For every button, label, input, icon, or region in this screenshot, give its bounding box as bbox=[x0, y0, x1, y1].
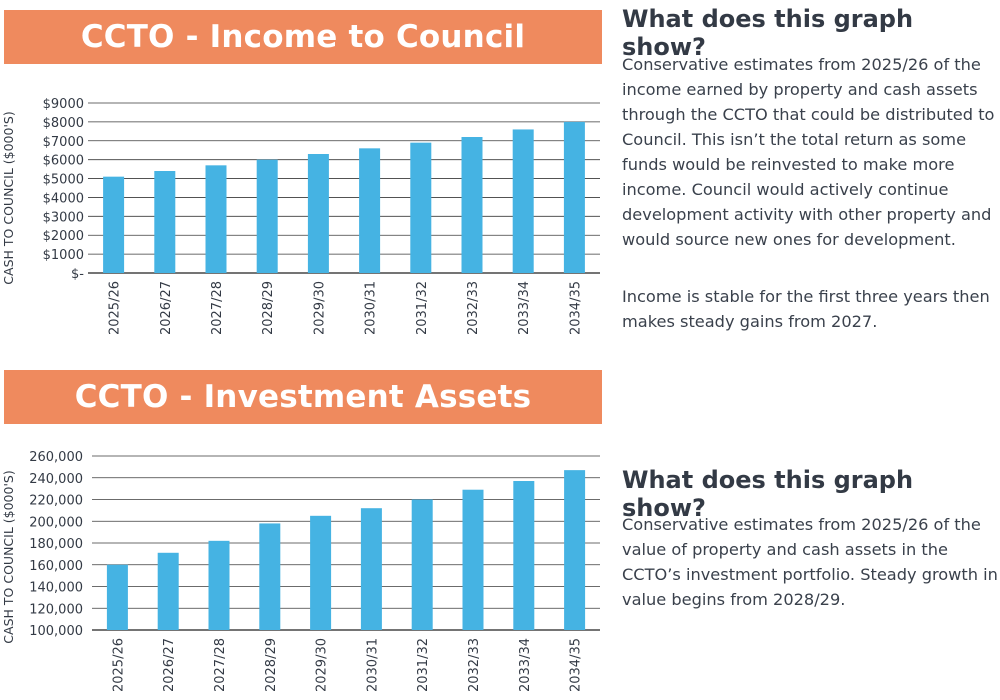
y-tick-label: $5000 bbox=[43, 173, 84, 188]
y-axis-label: CASH TO COUNCIL ($000'S) bbox=[1, 111, 16, 284]
x-category-label: 2027/28 bbox=[210, 281, 225, 335]
assets-explainer-paragraph: Conservative estimates from 2025/26 of t… bbox=[622, 515, 998, 609]
x-category-label: 2025/26 bbox=[111, 638, 126, 692]
y-tick-label: 220,000 bbox=[29, 494, 83, 509]
assets-chart-title: CCTO - Investment Assets bbox=[4, 370, 602, 424]
y-tick-label: 200,000 bbox=[29, 515, 83, 530]
bar-2028-29 bbox=[256, 159, 278, 273]
x-category-label: 2033/34 bbox=[517, 281, 532, 335]
y-axis-label: CASH TO COUNCIL ($000'S) bbox=[1, 470, 16, 643]
y-tick-label: $6000 bbox=[43, 154, 84, 169]
y-tick-label: $4000 bbox=[43, 191, 84, 206]
y-tick-label: $2000 bbox=[43, 229, 84, 244]
bar-2030-31 bbox=[360, 508, 382, 630]
x-category-label: 2034/35 bbox=[568, 281, 583, 335]
income-explainer-paragraph: Conservative estimates from 2025/26 of t… bbox=[622, 55, 995, 249]
x-category-label: 2028/29 bbox=[264, 638, 279, 692]
x-category-label: 2032/33 bbox=[467, 638, 482, 692]
x-category-label: 2031/32 bbox=[416, 638, 431, 692]
bar-2025-26 bbox=[103, 176, 125, 273]
x-category-label: 2026/27 bbox=[159, 281, 174, 335]
bar-2027-28 bbox=[208, 540, 230, 630]
y-tick-label: 140,000 bbox=[29, 581, 83, 596]
x-category-label: 2030/31 bbox=[365, 638, 380, 692]
y-tick-label: 180,000 bbox=[29, 537, 83, 552]
y-tick-label: $1000 bbox=[43, 248, 84, 263]
y-tick-label: 160,000 bbox=[29, 559, 83, 574]
x-category-label: 2027/28 bbox=[213, 638, 228, 692]
x-category-label: 2033/34 bbox=[518, 638, 533, 692]
bar-2031-32 bbox=[410, 142, 432, 273]
y-tick-label: $- bbox=[71, 267, 84, 282]
y-tick-label: 100,000 bbox=[29, 624, 83, 639]
bar-2026-27 bbox=[154, 171, 176, 273]
x-category-label: 2031/32 bbox=[415, 281, 430, 335]
bar-2029-30 bbox=[307, 154, 329, 273]
y-tick-label: $9000 bbox=[43, 97, 84, 112]
income-explainer-heading: What does this graph show? bbox=[622, 5, 914, 61]
x-category-label: 2029/30 bbox=[315, 638, 330, 692]
income-bar-chart: $- $1000 $2000 $3000 $4000 $5000 $6000 $7000 $80… bbox=[1, 97, 600, 335]
x-category-label: 2030/31 bbox=[364, 281, 379, 335]
bar-2031-32 bbox=[411, 499, 433, 630]
bar-2028-29 bbox=[259, 523, 281, 630]
income-explainer-summary: Income is stable for the first three yea… bbox=[622, 287, 990, 331]
bar-2033-34 bbox=[512, 129, 534, 273]
bar-2034-35 bbox=[563, 121, 585, 273]
x-category-label: 2025/26 bbox=[108, 281, 123, 335]
x-category-label: 2026/27 bbox=[162, 638, 177, 692]
assets-bar-chart: 100,000 120,000 140,000 160,000 180,000 200,0… bbox=[1, 450, 600, 692]
income-chart-title: CCTO - Income to Council bbox=[4, 10, 602, 64]
x-category-label: 2034/35 bbox=[569, 638, 584, 692]
bar-2032-33 bbox=[461, 137, 483, 273]
bar-2027-28 bbox=[205, 165, 227, 273]
bar-2034-35 bbox=[564, 470, 586, 630]
y-tick-label: $7000 bbox=[43, 135, 84, 150]
x-category-label: 2029/30 bbox=[312, 281, 327, 335]
assets-explainer-heading: What does this graph show? bbox=[622, 466, 914, 522]
bar-2025-26 bbox=[106, 564, 128, 630]
x-category-label: 2032/33 bbox=[466, 281, 481, 335]
bar-2032-33 bbox=[462, 489, 484, 630]
bar-2029-30 bbox=[310, 515, 332, 630]
bar-2033-34 bbox=[513, 481, 535, 630]
y-tick-label: $8000 bbox=[43, 116, 84, 131]
y-tick-label: 240,000 bbox=[29, 472, 83, 487]
y-tick-label: 120,000 bbox=[29, 602, 83, 617]
bar-2026-27 bbox=[157, 552, 179, 630]
y-tick-label: 260,000 bbox=[29, 450, 83, 465]
x-category-label: 2028/29 bbox=[261, 281, 276, 335]
bar-2030-31 bbox=[359, 148, 381, 273]
y-tick-label: $3000 bbox=[43, 210, 84, 225]
